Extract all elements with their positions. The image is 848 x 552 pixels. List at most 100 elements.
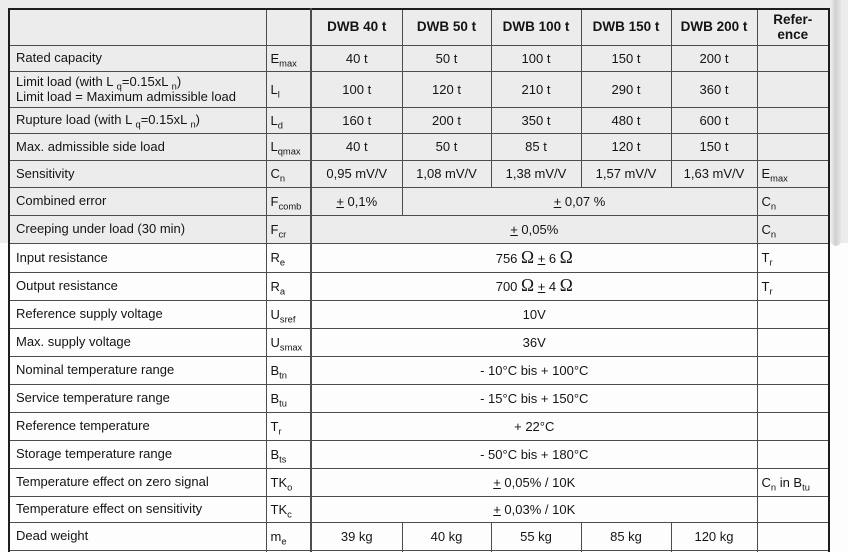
value-cell: 10V — [310, 299, 758, 329]
header-model-1: DWB 50 t — [401, 8, 492, 46]
reference-cell — [756, 355, 830, 385]
param-cell: Rupture load (with L q=0.15xL n) — [8, 106, 267, 134]
value-cell: 120 t — [580, 132, 672, 161]
value-cell: 120 t — [401, 70, 492, 108]
param-cell: Input resistance — [8, 242, 267, 273]
value-cell: 700 Ω + 4 Ω — [310, 271, 758, 301]
symbol-cell: Usref — [265, 299, 312, 329]
value-cell: 210 t — [490, 70, 582, 108]
table-row: Rated capacity Emax 40 t 50 t 100 t 150 t 200 … — [8, 44, 830, 72]
value-cell: 85 kg — [580, 521, 672, 551]
value-cell: + 22°C — [310, 411, 758, 441]
symbol-cell: TKo — [265, 467, 312, 497]
value-cell: 39 kg — [310, 521, 403, 551]
param-cell: Nominal temperature range — [8, 355, 267, 385]
header-model-2: DWB 100 t — [490, 8, 582, 46]
value-cell: 85 t — [490, 132, 582, 161]
value-cell: 160 t — [310, 106, 403, 134]
header-symbol — [265, 8, 312, 46]
symbol-cell: Fcomb — [265, 186, 312, 216]
header-model-3: DWB 150 t — [580, 8, 672, 46]
param-cell: Creeping under load (30 min) — [8, 214, 267, 244]
cutoff-row — [8, 549, 830, 552]
value-cell: 40 kg — [401, 521, 492, 551]
value-cell: 40 t — [310, 44, 403, 72]
param-cell: Sensitivity — [8, 159, 267, 188]
reference-cell — [756, 106, 830, 134]
reference-cell — [756, 383, 830, 413]
symbol-cell: me — [265, 521, 312, 551]
value-cell: - 10°C bis + 100°C — [310, 355, 758, 385]
param-cell: Max. supply voltage — [8, 327, 267, 357]
symbol-cell: Lqmax — [265, 132, 312, 161]
symbol-cell: Re — [265, 242, 312, 273]
value-cell: 36V — [310, 327, 758, 357]
value-cell: 40 t — [310, 132, 403, 161]
param-cell: Reference supply voltage — [8, 299, 267, 329]
value-cell: + 0,07 % — [401, 186, 758, 216]
param-cell: Temperature effect on sensitivity — [8, 495, 267, 523]
header-reference: Refer-ence — [756, 8, 830, 46]
reference-cell — [756, 521, 830, 551]
value-cell: 0,95 mV/V — [310, 159, 403, 188]
value-cell: - 50°C bis + 180°C — [310, 439, 758, 469]
reference-cell — [756, 495, 830, 523]
header-model-4: DWB 200 t — [670, 8, 758, 46]
band-shadow — [831, 0, 841, 246]
reference-cell: Emax — [756, 159, 830, 188]
table-row: Service temperature range Btu - 15°C bis +… — [8, 383, 830, 413]
value-cell: 290 t — [580, 70, 672, 108]
table-row: Storage temperature range Bts - 50°C bis +… — [8, 439, 830, 469]
param-cell: Storage temperature range — [8, 439, 267, 469]
reference-cell — [756, 439, 830, 469]
value-cell: 120 kg — [670, 521, 758, 551]
table-row: Input resistance Re 756 Ω + 6 Ω Tr — [8, 242, 830, 273]
symbol-cell: Tr — [265, 411, 312, 441]
table-row: Temperature effect on zero signal TKo + 0,… — [8, 467, 830, 497]
symbol-cell: Btu — [265, 383, 312, 413]
symbol-cell: Bts — [265, 439, 312, 469]
value-cell: 360 t — [670, 70, 758, 108]
reference-cell — [756, 44, 830, 72]
reference-cell: Cn — [756, 214, 830, 244]
symbol-cell: TKc — [265, 495, 312, 523]
symbol-cell: Emax — [265, 44, 312, 72]
value-cell: 756 Ω + 6 Ω — [310, 242, 758, 273]
table-row: Temperature effect on sensitivity TKc + 0,… — [8, 495, 830, 523]
reference-cell — [756, 299, 830, 329]
reference-cell: Tr — [756, 242, 830, 273]
param-cell: Limit load (with L q=0.15xL n) Limit load… — [8, 70, 267, 108]
value-cell: 50 t — [401, 44, 492, 72]
symbol-cell: Ld — [265, 106, 312, 134]
value-cell: 50 t — [401, 132, 492, 161]
value-cell: - 15°C bis + 150°C — [310, 383, 758, 413]
value-cell: 150 t — [580, 44, 672, 72]
reference-cell: Cn — [756, 186, 830, 216]
value-cell: 100 t — [490, 44, 582, 72]
table-row: Sensitivity Cn 0,95 mV/V 1,08 mV/V 1,38 mV/V… — [8, 159, 830, 188]
value-cell: 1,08 mV/V — [401, 159, 492, 188]
symbol-cell: Fcr — [265, 214, 312, 244]
param-cell: Service temperature range — [8, 383, 267, 413]
value-cell: 100 t — [310, 70, 403, 108]
table-row: Creeping under load (30 min) Fcr + 0,05% Cn — [8, 214, 830, 244]
spec-table: DWB 40 t DWB 50 t DWB 100 t DWB 150 t DWB 20… — [8, 8, 830, 552]
value-cell: 1,38 mV/V — [490, 159, 582, 188]
param-cell: Max. admissible side load — [8, 132, 267, 161]
param-cell: Combined error — [8, 186, 267, 216]
value-cell: 480 t — [580, 106, 672, 134]
param-cell: Output resistance — [8, 271, 267, 301]
header-param — [8, 8, 267, 46]
symbol-cell: Ra — [265, 271, 312, 301]
value-cell: + 0,1% — [310, 186, 403, 216]
reference-cell — [756, 327, 830, 357]
table-row: Max. admissible side load Lqmax 40 t 50 t 85… — [8, 132, 830, 161]
value-cell: 200 t — [401, 106, 492, 134]
value-cell: 150 t — [670, 132, 758, 161]
table-row: Limit load (with L q=0.15xL n) Limit load… — [8, 70, 830, 108]
value-cell: + 0,05% / 10K — [310, 467, 758, 497]
symbol-cell: Usmax — [265, 327, 312, 357]
value-cell: 1,57 mV/V — [580, 159, 672, 188]
